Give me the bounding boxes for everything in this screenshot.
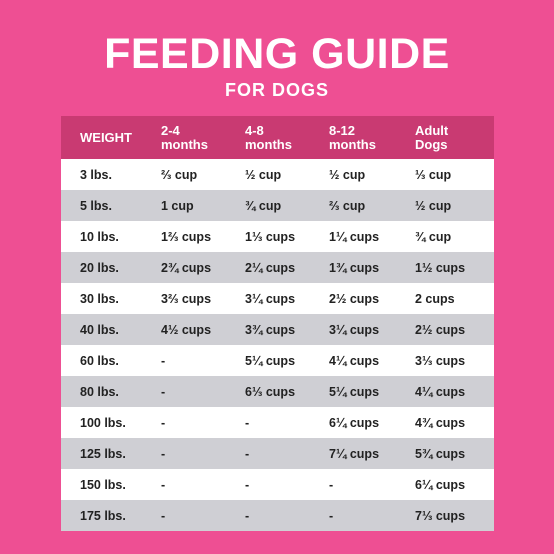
amount-cell: - <box>245 477 250 492</box>
table-row: 5 lbs. 1 cup ¾ cup ⅔ cup ½ cup <box>61 190 494 221</box>
header-weight: WEIGHT <box>80 129 132 145</box>
header-2-4-months: 2-4 months <box>161 122 208 152</box>
amount-cell: 4¾ cups <box>415 415 466 430</box>
amount-cell: - <box>245 415 250 430</box>
page-subtitle: FOR DOGS <box>224 80 329 100</box>
header-8-12-months: 8-12 months <box>329 122 376 152</box>
table-row: 100 lbs. - - 6¼ cups 4¾ cups <box>61 407 494 438</box>
header-adult-dogs: Adult Dogs <box>415 122 449 152</box>
table-row: 60 lbs. - 5¼ cups 4¼ cups 3⅓ cups <box>61 345 494 376</box>
amount-cell: 6¼ cups <box>415 477 466 492</box>
weight-cell: 80 lbs. <box>80 384 119 399</box>
weight-cell: 40 lbs. <box>80 322 119 337</box>
amount-cell: 2 cups <box>415 291 455 306</box>
table-row: 175 lbs. - - - 7⅓ cups <box>61 500 494 531</box>
amount-cell: ½ cup <box>329 167 366 182</box>
amount-cell: 2½ cups <box>415 322 466 337</box>
amount-cell: - <box>329 477 334 492</box>
weight-cell: 3 lbs. <box>80 167 112 182</box>
amount-cell: 2¼ cups <box>245 260 296 275</box>
amount-cell: 4½ cups <box>161 322 212 337</box>
amount-cell: ⅓ cup <box>415 167 452 182</box>
amount-cell: ½ cup <box>415 198 452 213</box>
weight-cell: 20 lbs. <box>80 260 119 275</box>
amount-cell: - <box>161 353 166 368</box>
page-title: FEEDING GUIDE <box>104 30 450 78</box>
weight-cell: 5 lbs. <box>80 198 112 213</box>
amount-cell: 3⅓ cups <box>415 353 466 368</box>
amount-cell: - <box>161 477 166 492</box>
amount-cell: 2½ cups <box>329 291 380 306</box>
amount-cell: 7¼ cups <box>329 446 380 461</box>
amount-cell: 1 cup <box>161 198 194 213</box>
amount-cell: - <box>245 508 250 523</box>
table-row: 80 lbs. - 6⅓ cups 5¼ cups 4¼ cups <box>61 376 494 407</box>
table-row: 30 lbs. 3⅔ cups 3¼ cups 2½ cups 2 cups <box>61 283 494 314</box>
amount-cell: 5¼ cups <box>329 384 380 399</box>
table-row: 125 lbs. - - 7¼ cups 5¾ cups <box>61 438 494 469</box>
amount-cell: - <box>161 446 166 461</box>
amount-cell: 7⅓ cups <box>415 508 466 523</box>
amount-cell: 1⅓ cups <box>245 229 296 244</box>
feeding-table: WEIGHT 2-4 months 4-8 months 8-12 months Ad… <box>61 116 494 531</box>
amount-cell: ⅔ cup <box>161 167 198 182</box>
weight-cell: 175 lbs. <box>80 508 126 523</box>
table-row: 3 lbs. ⅔ cup ½ cup ½ cup ⅓ cup <box>61 159 494 190</box>
amount-cell: - <box>329 508 334 523</box>
amount-cell: 3¼ cups <box>245 291 296 306</box>
weight-cell: 30 lbs. <box>80 291 119 306</box>
amount-cell: ¾ cup <box>245 198 282 213</box>
amount-cell: ⅔ cup <box>329 198 366 213</box>
amount-cell: 6¼ cups <box>329 415 380 430</box>
table-header-row: WEIGHT 2-4 months 4-8 months 8-12 months Ad… <box>61 116 494 159</box>
table-row: 20 lbs. 2¾ cups 2¼ cups 1¾ cups 1½ cups <box>61 252 494 283</box>
amount-cell: ¾ cup <box>415 229 452 244</box>
amount-cell: 1¾ cups <box>329 260 380 275</box>
table-row: 150 lbs. - - - 6¼ cups <box>61 469 494 500</box>
amount-cell: 4¼ cups <box>415 384 466 399</box>
amount-cell: 2¾ cups <box>161 260 212 275</box>
table-row: 10 lbs. 1⅔ cups 1⅓ cups 1¼ cups ¾ cup <box>61 221 494 252</box>
amount-cell: - <box>161 508 166 523</box>
amount-cell: 5¾ cups <box>415 446 466 461</box>
amount-cell: 5¼ cups <box>245 353 296 368</box>
amount-cell: 1⅔ cups <box>161 229 212 244</box>
amount-cell: - <box>161 384 166 399</box>
weight-cell: 100 lbs. <box>80 415 126 430</box>
amount-cell: 3¾ cups <box>245 322 296 337</box>
amount-cell: 3¼ cups <box>329 322 380 337</box>
table-body: 3 lbs. ⅔ cup ½ cup ½ cup ⅓ cup 5 lbs. 1 cup ¾ c… <box>61 159 494 531</box>
weight-cell: 60 lbs. <box>80 353 119 368</box>
amount-cell: ½ cup <box>245 167 282 182</box>
weight-cell: 125 lbs. <box>80 446 126 461</box>
amount-cell: - <box>161 415 166 430</box>
weight-cell: 10 lbs. <box>80 229 119 244</box>
amount-cell: - <box>245 446 250 461</box>
amount-cell: 6⅓ cups <box>245 384 296 399</box>
amount-cell: 4¼ cups <box>329 353 380 368</box>
weight-cell: 150 lbs. <box>80 477 126 492</box>
table-row: 40 lbs. 4½ cups 3¾ cups 3¼ cups 2½ cups <box>61 314 494 345</box>
amount-cell: 1¼ cups <box>329 229 380 244</box>
header-4-8-months: 4-8 months <box>245 122 292 152</box>
amount-cell: 1½ cups <box>415 260 466 275</box>
amount-cell: 3⅔ cups <box>161 291 212 306</box>
